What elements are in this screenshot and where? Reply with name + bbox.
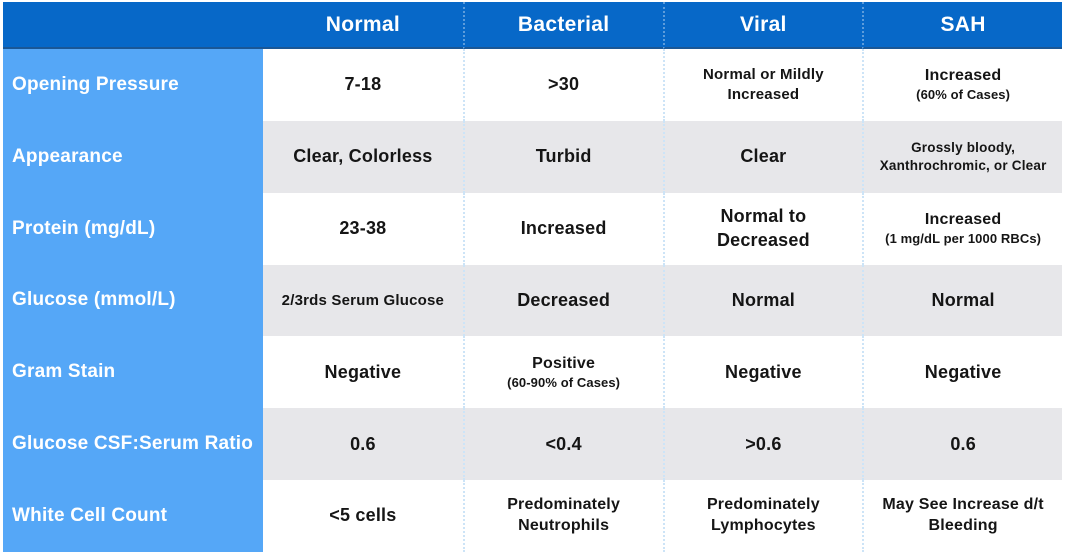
cell-main-text: Negative bbox=[725, 361, 802, 382]
cell-main-text: 0.6 bbox=[350, 433, 376, 454]
cell-main-text: Predominately Neutrophils bbox=[507, 496, 621, 535]
data-cell: Normal to Decreased bbox=[662, 192, 863, 265]
data-cell: Increased (1 mg/dL per 1000 RBCs) bbox=[862, 192, 1062, 265]
row-label-gram-stain: Gram Stain bbox=[3, 336, 263, 409]
data-cell: Normal bbox=[662, 264, 863, 337]
data-cell: Predominately Lymphocytes bbox=[662, 480, 863, 552]
data-cell: <5 cells bbox=[263, 480, 463, 552]
data-cell: May See Increase d/t Bleeding bbox=[862, 480, 1062, 552]
cell-main-text: >30 bbox=[548, 74, 580, 95]
data-cell: Predominately Neutrophils bbox=[462, 480, 663, 552]
data-cell: Grossly bloody, Xanthrochromic, or Clear bbox=[862, 120, 1062, 193]
data-cell: Decreased bbox=[462, 264, 663, 337]
data-cell: 7-18 bbox=[263, 49, 463, 121]
data-cell: Negative bbox=[263, 336, 463, 409]
cell-main-text: Positive bbox=[532, 354, 596, 372]
data-cell: >0.6 bbox=[662, 408, 863, 481]
data-cell: Increased (60% of Cases) bbox=[862, 49, 1062, 121]
cell-main-text: Turbid bbox=[535, 146, 592, 167]
cell-main-text: <0.4 bbox=[545, 433, 582, 454]
row-label-white-cell-count: White Cell Count bbox=[3, 480, 263, 552]
data-cell: <0.4 bbox=[462, 408, 663, 481]
cell-main-text: Decreased bbox=[517, 289, 611, 310]
csf-comparison-table: Normal Bacterial Viral SAH Opening Press… bbox=[3, 2, 1062, 552]
cell-main-text: Increased bbox=[924, 211, 1002, 229]
cell-main-text: 2/3rds Serum Glucose bbox=[281, 291, 445, 309]
cell-main-text: Clear bbox=[740, 146, 787, 167]
row-label-appearance: Appearance bbox=[3, 120, 263, 193]
row-label-opening-pressure: Opening Pressure bbox=[3, 49, 263, 121]
cell-main-text: Negative bbox=[324, 361, 402, 382]
data-cell: >30 bbox=[462, 49, 663, 121]
data-cell: 0.6 bbox=[862, 408, 1062, 481]
data-cell: Turbid bbox=[462, 120, 663, 193]
cell-sub-text: (60-90% of Cases) bbox=[507, 374, 621, 390]
data-cell: Normal or Mildly Increased bbox=[662, 49, 863, 121]
cell-main-text: 7-18 bbox=[344, 74, 382, 95]
cell-main-text: Normal to Decreased bbox=[716, 206, 810, 250]
cell-main-text: Increased bbox=[924, 67, 1002, 85]
header-corner-cell bbox=[3, 2, 263, 49]
cell-main-text: Predominately Lymphocytes bbox=[706, 496, 820, 535]
data-cell: Positive (60-90% of Cases) bbox=[462, 336, 663, 409]
cell-main-text: 23-38 bbox=[339, 217, 387, 238]
cell-main-text: Grossly bloody, Xanthrochromic, or Clear bbox=[879, 139, 1047, 173]
data-cell: Increased bbox=[462, 192, 663, 265]
column-header-sah: SAH bbox=[862, 2, 1062, 49]
data-cell: 2/3rds Serum Glucose bbox=[263, 264, 463, 337]
cell-main-text: Negative bbox=[924, 361, 1002, 382]
cell-main-text: Normal or Mildly Increased bbox=[703, 66, 824, 103]
cell-main-text: May See Increase d/t Bleeding bbox=[882, 496, 1044, 535]
data-cell: Negative bbox=[662, 336, 863, 409]
data-cell: 23-38 bbox=[263, 192, 463, 265]
row-label-glucose: Glucose (mmol/L) bbox=[3, 264, 263, 337]
row-label-glucose-csf-serum-ratio: Glucose CSF:Serum Ratio bbox=[3, 408, 263, 481]
data-cell: 0.6 bbox=[263, 408, 463, 481]
cell-main-text: 0.6 bbox=[950, 433, 976, 454]
cell-main-text: Normal bbox=[731, 289, 795, 310]
column-header-normal: Normal bbox=[263, 2, 463, 49]
data-cell: Negative bbox=[862, 336, 1062, 409]
cell-main-text: <5 cells bbox=[329, 505, 397, 526]
data-cell: Clear bbox=[662, 120, 863, 193]
cell-sub-text: (1 mg/dL per 1000 RBCs) bbox=[885, 230, 1042, 246]
column-header-viral: Viral bbox=[662, 2, 863, 49]
cell-sub-text: (60% of Cases) bbox=[916, 87, 1011, 103]
data-cell: Clear, Colorless bbox=[263, 120, 463, 193]
cell-main-text: Increased bbox=[520, 217, 607, 238]
row-label-protein: Protein (mg/dL) bbox=[3, 192, 263, 265]
column-header-bacterial: Bacterial bbox=[462, 2, 663, 49]
data-cell: Normal bbox=[862, 264, 1062, 337]
cell-main-text: >0.6 bbox=[745, 433, 782, 454]
cell-main-text: Clear, Colorless bbox=[293, 146, 433, 167]
cell-main-text: Normal bbox=[931, 289, 995, 310]
